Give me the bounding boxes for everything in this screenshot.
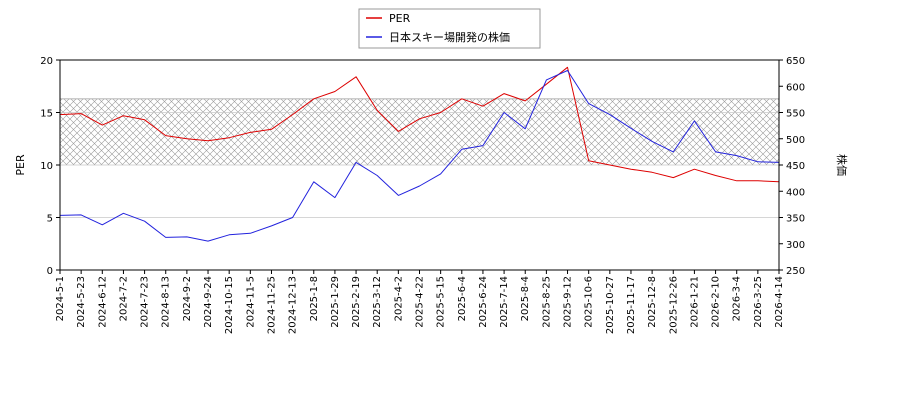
x-tick-label: 2025-8-4: [520, 276, 531, 321]
x-tick-label: 2024-12-13: [288, 276, 299, 334]
x-tick-label: 2026-3-4: [732, 276, 743, 321]
y-tick-label-right: 550: [786, 109, 805, 120]
legend: PER 日本スキー場開発の株価: [358, 8, 541, 49]
x-tick-label: 2025-12-26: [668, 276, 679, 334]
y-tick-label-left: 0: [47, 266, 53, 277]
x-tick-label: 2024-5-23: [76, 276, 87, 328]
x-tick-label: 2026-3-25: [753, 276, 764, 328]
per-range-band: [60, 98, 779, 165]
x-tick-label: 2024-7-23: [140, 276, 151, 328]
x-tick-label: 2024-9-2: [182, 276, 193, 321]
x-tick-label: 2025-8-25: [541, 276, 552, 328]
y-tick-label-right: 300: [786, 240, 805, 251]
x-tick-label: 2025-6-24: [478, 276, 489, 328]
x-tick-label: 2026-4-14: [774, 276, 785, 328]
y-tick-label-right: 600: [786, 82, 805, 93]
x-tick-label: 2024-6-12: [97, 276, 108, 328]
x-tick-label: 2024-5-1: [55, 276, 66, 321]
x-tick-label: 2026-1-21: [689, 276, 700, 328]
y-tick-label-right: 250: [786, 266, 805, 277]
x-tick-label: 2025-6-4: [457, 276, 468, 321]
y-tick-label-right: 400: [786, 187, 805, 198]
x-tick-label: 2026-2-10: [711, 276, 722, 328]
x-tick-label: 2024-11-25: [266, 276, 277, 334]
x-tick-label: 2025-4-2: [393, 276, 404, 321]
legend-box: [358, 8, 541, 49]
y-tick-label-right: 650: [786, 56, 805, 67]
y-tick-label-left: 15: [40, 109, 53, 120]
y-tick-label-left: 20: [40, 56, 53, 67]
x-tick-label: 2025-1-8: [309, 276, 320, 321]
x-tick-label: 2024-10-15: [224, 276, 235, 334]
x-tick-label: 2025-7-14: [499, 276, 510, 328]
x-tick-label: 2025-10-27: [605, 276, 616, 334]
x-tick-label: 2024-9-24: [203, 276, 214, 328]
x-tick-label: 2024-7-2: [118, 276, 129, 321]
x-tick-label: 2025-3-12: [372, 276, 383, 328]
x-tick-label: 2025-4-22: [415, 276, 426, 328]
y-tick-label-left: 10: [40, 161, 53, 172]
legend-label-per: PER: [389, 12, 411, 25]
x-tick-label: 2025-11-17: [626, 276, 637, 334]
x-tick-label: 2024-8-13: [161, 276, 172, 328]
y-tick-label-right: 350: [786, 214, 805, 225]
y-axis-label-left: PER: [14, 154, 27, 176]
y-axis-label-right: 株価: [835, 154, 849, 176]
y-tick-label-right: 450: [786, 161, 805, 172]
y-tick-label-right: 500: [786, 135, 805, 146]
series-per-line: [59, 66, 780, 183]
x-tick-label: 2025-1-29: [330, 276, 341, 328]
x-tick-label: 2025-9-12: [563, 276, 574, 328]
x-tick-label: 2025-10-6: [584, 276, 595, 328]
x-tick-label: 2024-11-5: [245, 276, 256, 328]
x-tick-label: 2025-2-19: [351, 276, 362, 328]
legend-label-price: 日本スキー場開発の株価: [389, 30, 510, 44]
x-tick-label: 2025-5-15: [436, 276, 447, 328]
series-price-line: [59, 70, 780, 242]
x-tick-label: 2025-12-8: [647, 276, 658, 328]
y-tick-label-left: 5: [47, 214, 53, 225]
